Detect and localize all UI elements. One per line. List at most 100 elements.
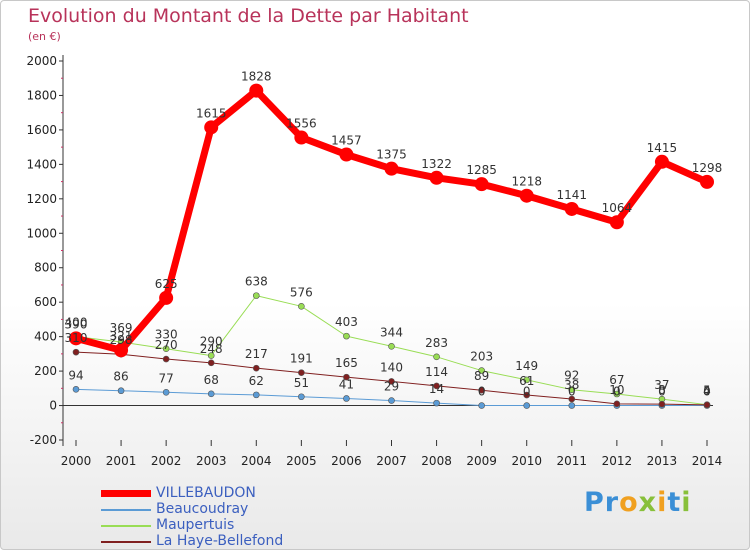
data-label: 37	[654, 378, 669, 392]
data-label: 68	[204, 373, 219, 387]
data-label: 625	[155, 277, 178, 291]
data-point	[343, 395, 350, 402]
x-tick-label: 2014	[692, 454, 723, 468]
data-point	[294, 130, 309, 145]
data-point	[523, 376, 531, 384]
data-label: 298	[110, 333, 133, 347]
data-label: 1218	[511, 175, 542, 189]
data-point	[568, 395, 576, 403]
data-point	[433, 382, 440, 390]
y-tick-label: 1600	[26, 123, 57, 137]
data-point	[252, 292, 260, 299]
data-point	[568, 386, 576, 393]
data-point	[613, 390, 621, 398]
data-label: 344	[380, 325, 403, 339]
data-point	[207, 352, 215, 359]
data-label: 0	[703, 385, 711, 399]
data-label: 62	[249, 374, 264, 388]
x-tick-label: 2008	[421, 454, 452, 468]
data-label: 1556	[286, 116, 317, 130]
data-label: 8	[658, 383, 666, 397]
data-point	[478, 367, 485, 374]
data-point	[252, 364, 260, 372]
legend-label: Beaucoudray	[156, 501, 249, 517]
data-point	[298, 369, 305, 376]
data-point	[429, 170, 444, 185]
data-point	[703, 401, 711, 409]
data-label: 369	[110, 321, 133, 335]
x-tick-label: 2002	[151, 454, 182, 468]
data-label: 0	[613, 385, 621, 399]
data-point	[523, 402, 531, 409]
x-tick-label: 2007	[376, 454, 407, 468]
data-label: 1064	[602, 201, 633, 215]
y-tick-label: 1400	[26, 157, 57, 171]
data-point	[478, 386, 485, 394]
chart-title: Evolution du Montant de la Dette par Hab…	[28, 5, 469, 27]
x-tick-label: 2004	[241, 454, 272, 468]
data-label: 0	[478, 385, 486, 399]
data-label: 61	[519, 374, 534, 388]
data-point	[343, 373, 350, 381]
y-tick-label: 1000	[26, 226, 57, 240]
data-point	[613, 400, 621, 408]
data-label: 403	[335, 315, 358, 329]
data-point	[252, 391, 260, 399]
data-point	[207, 359, 215, 367]
data-label: 94	[68, 368, 83, 382]
chart-subtitle: (en €)	[28, 30, 61, 43]
y-tick-label: 600	[34, 295, 57, 309]
legend-swatch	[101, 509, 151, 511]
data-point	[69, 331, 83, 346]
data-label: 10	[609, 383, 624, 397]
data-point	[249, 83, 264, 98]
data-point	[388, 342, 395, 350]
data-label: 283	[425, 336, 448, 350]
data-point	[72, 386, 80, 393]
data-label: 310	[65, 331, 88, 345]
data-point	[700, 174, 714, 189]
data-point	[433, 353, 440, 361]
data-label: 4	[703, 384, 711, 398]
data-label: 51	[294, 376, 309, 390]
x-tick-label: 2013	[647, 454, 678, 468]
data-point	[204, 120, 219, 135]
legend-label: Maupertuis	[156, 517, 235, 533]
data-label: 1375	[376, 148, 407, 162]
data-point	[564, 201, 579, 216]
data-point	[519, 188, 534, 203]
data-label: 576	[290, 285, 313, 299]
x-tick-label: 2001	[106, 454, 137, 468]
proxiti-logo: Proxiti	[584, 487, 692, 518]
data-label: 0	[568, 385, 576, 399]
data-point	[609, 215, 624, 230]
data-label: 1141	[557, 188, 588, 202]
data-label: 140	[380, 360, 403, 374]
data-point	[298, 393, 305, 401]
data-point	[388, 397, 395, 404]
y-tick-label: -200	[30, 433, 57, 447]
y-tick-label: 800	[34, 261, 57, 275]
legend-label: La Haye-Bellefond	[156, 533, 284, 549]
data-label: 400	[65, 316, 88, 330]
data-label: 114	[425, 365, 448, 379]
data-point	[114, 343, 129, 358]
legend-swatch	[101, 525, 151, 527]
data-label: 217	[245, 347, 268, 361]
y-tick-label: 2000	[26, 54, 57, 68]
data-label: 1298	[692, 161, 723, 175]
y-tick-label: 0	[49, 399, 57, 413]
x-tick-label: 2011	[557, 454, 588, 468]
data-label: 29	[384, 380, 399, 394]
legend-label: VILLEBAUDON	[156, 485, 256, 501]
data-label: 86	[113, 370, 128, 384]
x-tick-label: 2003	[196, 454, 227, 468]
data-label: 0	[658, 385, 666, 399]
data-label: 0	[523, 385, 531, 399]
data-label: 203	[470, 350, 493, 364]
data-point	[654, 154, 669, 169]
x-tick-label: 2012	[602, 454, 633, 468]
data-point	[343, 332, 350, 340]
